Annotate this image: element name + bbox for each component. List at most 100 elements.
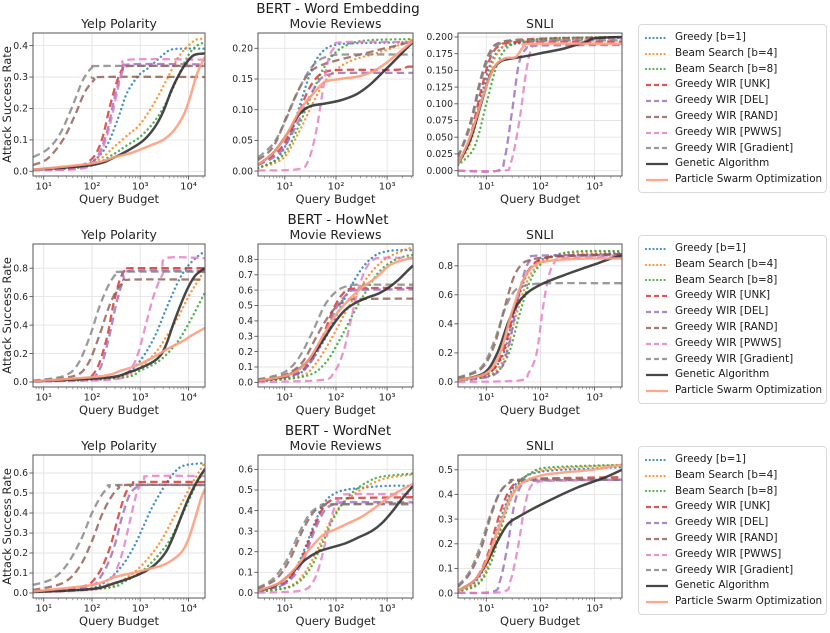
series-wir-del-line	[258, 71, 413, 167]
y-tick-label: 0.125	[426, 82, 453, 93]
legend-item-wir-grad: Greedy WIR [Gradient]	[645, 563, 820, 579]
series-wir-pwws-line	[33, 256, 205, 383]
legend-line-sample-icon	[645, 263, 669, 266]
series-wir-rand-line	[258, 297, 413, 382]
legend-line-sample-icon	[646, 310, 668, 314]
legend-label: Beam Search [b=8]	[675, 62, 778, 75]
legend-item-wir-del: Greedy WIR [DEL]	[645, 515, 820, 531]
axes-frame	[257, 454, 414, 599]
y-tick-label: 0.2	[238, 547, 253, 558]
legend-line-sample-icon	[646, 374, 668, 377]
series-genetic-line	[33, 267, 205, 383]
series-wir-rand-line	[258, 39, 413, 161]
x-tick-label: 10¹	[276, 182, 293, 193]
legend-label: Greedy [b=1]	[675, 453, 746, 465]
y-tick-label: 0.6	[438, 290, 453, 301]
legend-line-sample-icon	[646, 506, 668, 509]
legend-label: Greedy WIR [DEL]	[675, 94, 769, 107]
panel-title: Movie Reviews	[289, 227, 381, 242]
y-tick-label: 0.150	[426, 66, 453, 77]
legend-item-greedy-b1: Greedy [b=1]	[645, 241, 820, 257]
x-tick-label: 10³	[586, 604, 603, 615]
series-pso-line	[258, 40, 413, 166]
legend-label: Genetic Algorithm	[675, 579, 770, 592]
legend-item-pso: Particle Swarm Optimization	[645, 172, 822, 188]
y-axis-label: Attack Success Rate	[0, 468, 14, 585]
panel-wordnet-snli: 10¹ 10² 10³ 0.0 0.1 0.2 0.3 0.4 0.5 SNLI Query Bud…	[418, 422, 635, 633]
x-tick-label: 10³	[379, 604, 396, 615]
y-tick-label: 0.2	[438, 539, 453, 550]
panel-title: SNLI	[526, 438, 554, 453]
series-wir-del-line	[258, 501, 413, 593]
legend-label: Greedy WIR [PWWS]	[675, 125, 782, 138]
series-genetic-line	[33, 52, 205, 171]
legend-item-wir-pwws: Greedy WIR [PWWS]	[645, 336, 820, 352]
legend-line-sample-icon	[646, 342, 668, 345]
series-wir-pwws-line	[33, 57, 205, 172]
legend-item-beam4: Beam Search [b=4]	[645, 46, 820, 62]
chart-svg: 10¹ 10² 10³ 0.00 0.05 0.10 0.15 0.20 Movie Revie…	[232, 16, 414, 206]
series-beam4-line	[458, 250, 622, 382]
legend-line-sample-icon	[646, 99, 668, 103]
legend-label: Greedy WIR [PWWS]	[675, 547, 782, 560]
legend-item-wir-pwws: Greedy WIR [PWWS]	[645, 547, 820, 563]
legend-line-sample-icon	[646, 553, 668, 556]
legend-label: Beam Search [b=4]	[675, 257, 778, 270]
legend-line-sample-icon	[646, 163, 668, 166]
panel-word-embedding-snli: 10¹ 10² 10³ 0.000 0.025 0.050 0.075 0.100 0.125 0…	[418, 0, 635, 211]
legend-item-genetic: Genetic Algorithm	[645, 367, 820, 383]
y-tick-label: 0.0	[438, 377, 453, 388]
panel-hownet-snli: 10¹ 10² 10³ 0.0 0.2 0.4 0.6 0.8 SNLI Query Budget	[418, 211, 635, 422]
y-tick-label: 0.3	[238, 526, 253, 537]
x-tick-label: 10³	[132, 604, 149, 615]
series-wir-grad-line	[458, 478, 622, 587]
series-genetic-line	[33, 468, 205, 594]
series-beam4-line	[258, 473, 413, 593]
row-bert-hownet: BERT - HowNet 10¹ 10² 10³ 10⁴ 0.0 0.2 0.4 0.6 0.…	[0, 211, 830, 422]
axes-frame	[457, 454, 623, 599]
y-tick-label: 0.4	[238, 506, 253, 517]
y-tick-label: 0.175	[426, 49, 453, 60]
legend-label: Greedy WIR [UNK]	[675, 500, 771, 513]
y-tick-label: 0.20	[232, 44, 253, 55]
legend-line-sample-icon	[646, 358, 668, 361]
legend-label: Greedy WIR [RAND]	[675, 109, 778, 122]
series-beam8-line	[33, 41, 205, 171]
x-tick-label: 10¹	[478, 182, 495, 193]
series-beam4-line	[458, 463, 622, 593]
legend-label: Genetic Algorithm	[675, 157, 770, 170]
y-tick-label: 0.3	[13, 528, 28, 539]
legend-item-wir-unk: Greedy WIR [UNK]	[645, 499, 820, 515]
legend-label: Greedy WIR [UNK]	[675, 289, 771, 302]
legend-line-sample-icon	[646, 84, 668, 87]
series-wir-unk-line	[458, 253, 622, 382]
legend-line-sample-icon	[645, 279, 669, 282]
y-tick-label: 0.3	[238, 332, 253, 343]
series-greedy-b1-line	[258, 41, 413, 170]
legend-item-beam8: Beam Search [b=8]	[645, 273, 820, 289]
legend-line-sample-icon	[646, 178, 668, 182]
y-tick-label: 0.025	[426, 149, 453, 160]
y-tick-label: 0.5	[238, 301, 253, 312]
series-wir-unk-line	[258, 496, 413, 592]
series-wir-del-line	[458, 478, 622, 595]
series-beam8-line	[258, 472, 413, 593]
y-tick-label: 0.8	[238, 255, 253, 266]
series-wir-del-line	[458, 43, 622, 173]
y-tick-label: 0.10	[232, 105, 253, 116]
legend-box: Greedy [b=1] Beam Search [b=4] Beam Search…	[638, 446, 827, 615]
series-greedy-b1-line	[458, 251, 622, 382]
series-genetic-line	[258, 264, 413, 383]
legend-box: Greedy [b=1] Beam Search [b=4] Beam Search…	[638, 235, 827, 404]
legend-line-sample-icon	[646, 569, 668, 572]
row-bert-wordnet: BERT - WordNet 10¹ 10² 10³ 10⁴ 0.0 0.1 0.2 0.3 0…	[0, 422, 830, 633]
x-tick-label: 10¹	[35, 393, 52, 404]
panel-title: Yelp Polarity	[80, 16, 157, 31]
y-tick-label: 0.6	[238, 285, 253, 296]
y-tick-label: 0.5	[238, 485, 253, 496]
x-tick-label: 10¹	[35, 604, 52, 615]
y-tick-label: 0.2	[238, 347, 253, 358]
series-wir-pwws-line	[258, 256, 413, 384]
y-tick-label: 0.6	[13, 468, 28, 479]
